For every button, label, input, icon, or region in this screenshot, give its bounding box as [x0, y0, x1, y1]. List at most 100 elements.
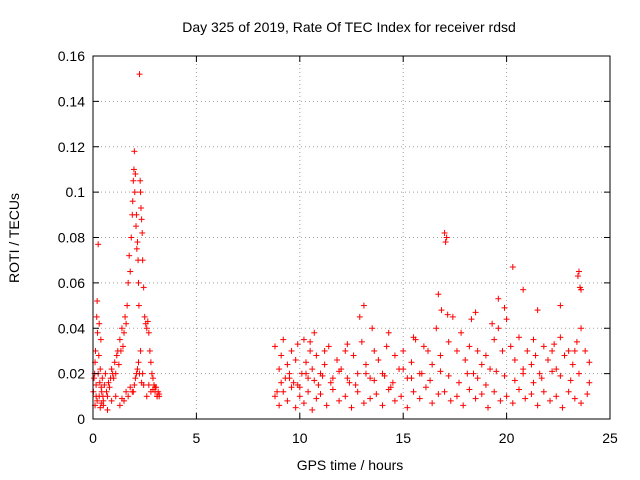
data-point — [321, 347, 328, 354]
data-point — [369, 325, 376, 332]
data-point — [128, 234, 135, 241]
data-point — [108, 366, 115, 373]
data-point — [427, 377, 434, 384]
data-point — [327, 379, 334, 386]
x-tick-label: 25 — [602, 430, 618, 446]
data-point — [305, 388, 312, 395]
data-point — [126, 252, 133, 259]
grid — [93, 56, 610, 419]
data-point — [96, 320, 103, 327]
data-point — [443, 234, 450, 241]
data-point — [362, 361, 369, 368]
data-point — [577, 284, 584, 291]
data-point — [391, 352, 398, 359]
data-point — [127, 268, 134, 275]
data-point — [132, 375, 139, 382]
data-point — [354, 388, 361, 395]
data-point — [470, 370, 477, 377]
data-point — [503, 393, 510, 400]
data-point — [130, 388, 137, 395]
data-point — [509, 400, 516, 407]
data-point — [336, 397, 343, 404]
data-point — [445, 372, 452, 379]
data-point — [288, 384, 295, 391]
data-point — [138, 216, 145, 223]
data-point — [350, 352, 357, 359]
data-point — [491, 388, 498, 395]
data-point — [584, 391, 591, 398]
data-point — [551, 341, 558, 348]
data-point — [131, 189, 138, 196]
data-point — [530, 379, 537, 386]
data-point — [122, 313, 129, 320]
data-point — [575, 370, 582, 377]
data-point — [116, 336, 123, 343]
data-point — [575, 268, 582, 275]
data-point — [429, 400, 436, 407]
data-point — [511, 357, 518, 364]
data-point — [118, 325, 125, 332]
data-point — [145, 329, 152, 336]
data-point — [410, 334, 417, 341]
data-point — [346, 379, 353, 386]
data-point — [441, 388, 448, 395]
data-point — [534, 307, 541, 314]
chart-title: Day 325 of 2019, Rate Of TEC Index for r… — [182, 19, 516, 35]
data-point — [132, 170, 139, 177]
data-point — [96, 379, 103, 386]
data-point — [544, 357, 551, 364]
data-point — [276, 366, 283, 373]
data-point — [362, 370, 369, 377]
data-point — [549, 368, 556, 375]
data-point — [113, 352, 120, 359]
data-point — [97, 336, 104, 343]
data-point — [433, 325, 440, 332]
data-point — [143, 325, 150, 332]
data-point — [567, 377, 574, 384]
data-point — [389, 379, 396, 386]
data-point — [520, 370, 527, 377]
data-point — [280, 388, 287, 395]
data-point — [425, 347, 432, 354]
data-point — [371, 377, 378, 384]
data-point — [344, 341, 351, 348]
data-point — [284, 361, 291, 368]
x-tick-label: 0 — [89, 430, 97, 446]
data-point — [444, 311, 451, 318]
data-point — [278, 352, 285, 359]
data-point — [94, 397, 101, 404]
data-point — [292, 404, 299, 411]
data-point — [118, 395, 125, 402]
data-point — [127, 384, 134, 391]
data-point — [140, 381, 147, 388]
data-point — [383, 343, 390, 350]
data-point — [303, 359, 310, 366]
data-point — [146, 347, 153, 354]
data-point — [472, 395, 479, 402]
data-point — [125, 393, 132, 400]
data-point — [137, 205, 144, 212]
data-point — [280, 336, 287, 343]
data-point — [472, 309, 479, 316]
y-tick-label: 0.16 — [58, 48, 85, 64]
data-point — [95, 352, 102, 359]
data-point — [319, 372, 326, 379]
data-point — [478, 391, 485, 398]
data-point — [497, 397, 504, 404]
data-point — [307, 338, 314, 345]
data-point — [528, 391, 535, 398]
data-point — [532, 352, 539, 359]
data-point — [91, 375, 98, 382]
data-point — [137, 347, 144, 354]
data-point — [305, 375, 312, 382]
data-point — [559, 404, 566, 411]
data-point — [381, 372, 388, 379]
data-point — [93, 393, 100, 400]
data-point — [524, 347, 531, 354]
data-point — [522, 395, 529, 402]
data-point — [547, 397, 554, 404]
data-point — [495, 325, 502, 332]
data-point — [429, 361, 436, 368]
data-point — [119, 343, 126, 350]
data-point — [94, 298, 101, 305]
